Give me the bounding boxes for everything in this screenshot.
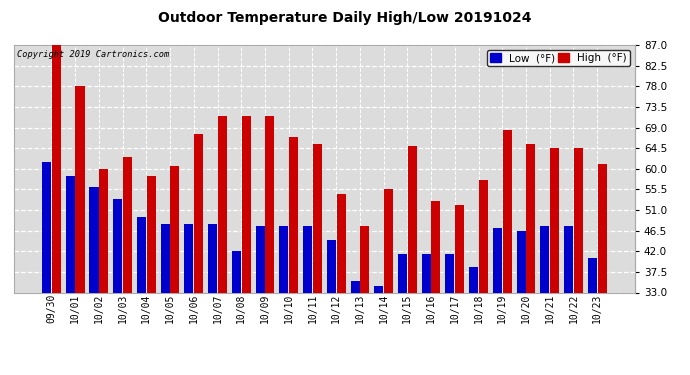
Bar <box>279 226 288 375</box>
Text: Copyright 2019 Cartronics.com: Copyright 2019 Cartronics.com <box>17 50 169 59</box>
Bar <box>351 281 359 375</box>
Bar <box>469 267 478 375</box>
Bar <box>184 224 193 375</box>
Bar <box>52 43 61 375</box>
Bar <box>422 254 431 375</box>
Bar <box>75 86 84 375</box>
Bar <box>137 217 146 375</box>
Bar <box>113 198 122 375</box>
Bar <box>493 228 502 375</box>
Bar <box>327 240 336 375</box>
Bar <box>266 116 275 375</box>
Bar <box>526 144 535 375</box>
Bar <box>303 226 312 375</box>
Bar <box>289 136 298 375</box>
Bar <box>431 201 440 375</box>
Bar <box>564 226 573 375</box>
Bar <box>598 164 607 375</box>
Bar <box>502 130 512 375</box>
Bar <box>337 194 346 375</box>
Bar <box>550 148 559 375</box>
Bar <box>479 180 488 375</box>
Bar <box>408 146 417 375</box>
Bar <box>241 116 250 375</box>
Bar <box>384 189 393 375</box>
Bar <box>455 206 464 375</box>
Bar <box>161 224 170 375</box>
Bar <box>588 258 597 375</box>
Bar <box>123 157 132 375</box>
Bar <box>374 286 383 375</box>
Bar <box>313 144 322 375</box>
Bar <box>208 224 217 375</box>
Bar <box>90 187 99 375</box>
Bar <box>255 226 265 375</box>
Bar <box>147 176 156 375</box>
Bar <box>66 176 75 375</box>
Bar <box>194 134 203 375</box>
Bar <box>446 254 455 375</box>
Bar <box>42 162 51 375</box>
Bar <box>517 231 526 375</box>
Bar <box>170 166 179 375</box>
Text: Outdoor Temperature Daily High/Low 20191024: Outdoor Temperature Daily High/Low 20191… <box>158 11 532 25</box>
Bar <box>574 148 583 375</box>
Bar <box>99 169 108 375</box>
Bar <box>398 254 407 375</box>
Legend: Low  (°F), High  (°F): Low (°F), High (°F) <box>487 50 629 66</box>
Bar <box>232 251 241 375</box>
Bar <box>540 226 549 375</box>
Bar <box>218 116 227 375</box>
Bar <box>360 226 369 375</box>
